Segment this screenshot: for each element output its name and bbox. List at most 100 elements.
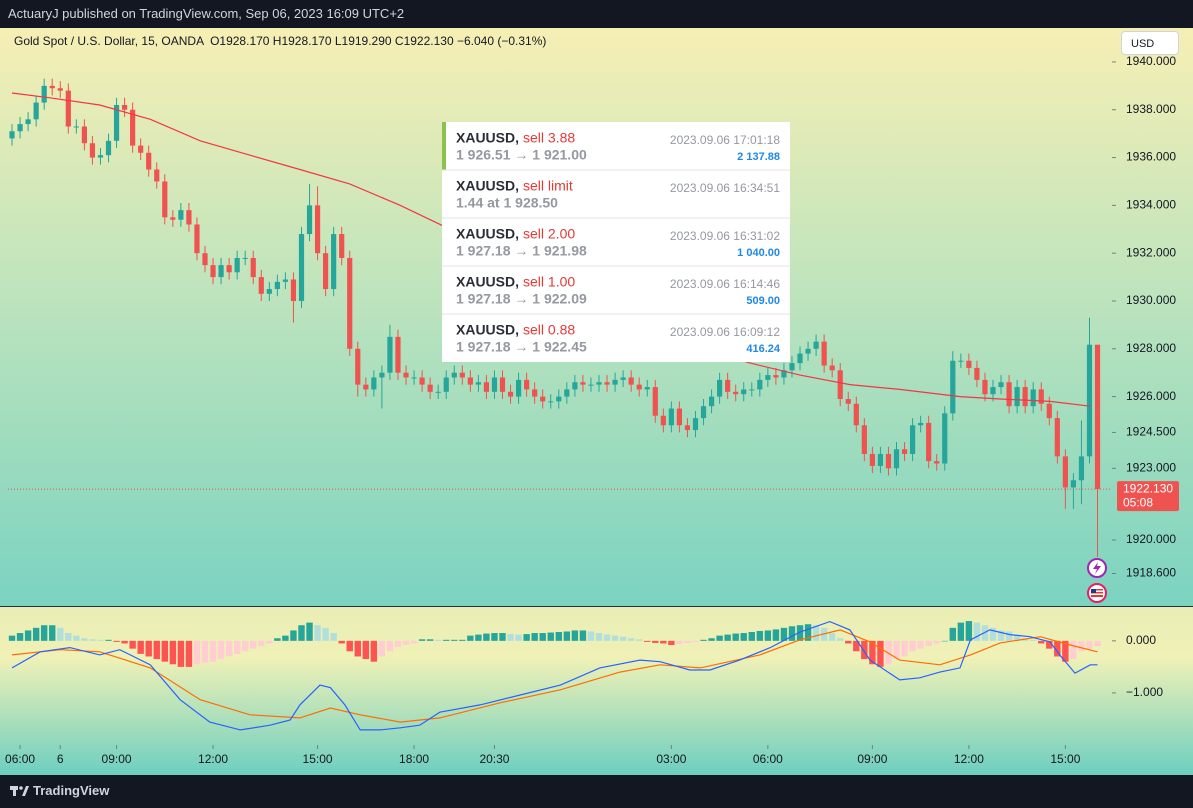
candle-body [540, 396, 546, 402]
candle-body [242, 257, 248, 259]
candle-body [387, 336, 393, 373]
candle-body [580, 382, 586, 385]
candle-body [620, 377, 626, 380]
histogram-bar [748, 631, 755, 641]
orders-panel: XAUUSD, sell 3.881 926.51 → 1 921.002023.… [442, 122, 790, 362]
histogram-bar [997, 630, 1005, 641]
candle-body [1006, 382, 1012, 407]
histogram-bar [8, 635, 16, 641]
candle-body [548, 401, 554, 403]
candle-body [974, 367, 980, 380]
order-profit: 416.24 [746, 343, 781, 355]
candle-body [612, 379, 618, 385]
indicator-pane [0, 607, 1193, 775]
candle-body [829, 365, 835, 371]
candle-body [49, 85, 55, 89]
candle-body [942, 413, 948, 464]
histogram-bar [298, 625, 305, 641]
candle-body [403, 372, 409, 378]
candle-body [749, 389, 755, 391]
histogram-bar [917, 640, 924, 649]
candle-body [821, 341, 827, 366]
candle-body [258, 277, 264, 294]
event-icons [1087, 558, 1107, 603]
histogram-bar [1030, 639, 1037, 641]
candle-body [226, 265, 232, 273]
histogram-bar [475, 634, 482, 641]
histogram-bar [434, 639, 442, 641]
last-price-label: 1922.130 [1123, 481, 1173, 495]
histogram-bar [756, 630, 764, 641]
y-tick-label: 0.000 [1126, 633, 1156, 647]
histogram-bar [989, 627, 997, 641]
x-tick-label: 09:00 [102, 752, 132, 766]
histogram-bar [242, 640, 249, 652]
histogram-bar [668, 640, 675, 646]
candle-body [556, 396, 562, 402]
histogram-bar [185, 640, 193, 667]
histogram-bar [861, 640, 868, 660]
histogram-bar [32, 627, 40, 641]
histogram-bar [804, 624, 812, 641]
histogram-bar [330, 633, 337, 641]
histogram-bar [539, 633, 546, 641]
candle-body [1062, 456, 1068, 488]
histogram-bar [153, 640, 160, 660]
candle-body [1078, 456, 1085, 481]
histogram-bar [1078, 640, 1085, 652]
x-tick-label: 20:30 [479, 752, 509, 766]
histogram-bar [483, 633, 490, 641]
histogram-bar [619, 636, 627, 641]
histogram-bar [250, 640, 257, 649]
candle-body [725, 379, 731, 392]
candle-body [290, 279, 297, 301]
histogram-bar [1086, 640, 1093, 649]
currency-button[interactable]: USD [1121, 31, 1179, 55]
candle-body [339, 234, 345, 258]
candle-body [154, 169, 160, 182]
histogram-bar [410, 640, 418, 644]
candle-body [186, 210, 192, 225]
histogram-bar [788, 626, 796, 641]
candle-body [564, 389, 570, 397]
histogram-bar [587, 631, 595, 641]
histogram-bar [676, 640, 683, 644]
candle-body [757, 379, 763, 390]
histogram-bar [949, 627, 956, 641]
candle-body [507, 391, 514, 397]
histogram-bar [579, 630, 587, 641]
histogram-bar [555, 631, 562, 641]
candle-body [427, 384, 433, 392]
histogram-bar [225, 640, 233, 657]
histogram-bar [853, 640, 860, 652]
candle-body [9, 131, 15, 139]
candle-body [499, 377, 506, 392]
candle-body [130, 109, 136, 146]
histogram-bar [563, 631, 571, 641]
order-profit: 1 040.00 [737, 247, 780, 259]
candle-body [797, 353, 803, 364]
y-tick-label: 1923.000 [1126, 460, 1176, 474]
histogram-bar [370, 640, 378, 662]
histogram-bar [65, 633, 72, 641]
y-tick-label: 1938.000 [1126, 102, 1176, 116]
histogram-bar [957, 622, 965, 641]
candle-body [1022, 387, 1028, 407]
ohlc-values: O1928.170 H1928.170 L1919.290 C1922.130 … [210, 34, 547, 48]
order-action: sell 0.88 [523, 322, 575, 338]
y-tick-label: 1932.000 [1126, 245, 1176, 259]
histogram-bar [121, 640, 128, 644]
histogram-bar [1046, 640, 1053, 649]
histogram-bar [684, 640, 691, 643]
candle-body [990, 387, 996, 395]
y-tick-label: 1924.500 [1126, 425, 1176, 439]
histogram-bar [467, 635, 474, 641]
candle-body [1030, 389, 1036, 407]
candle-body [483, 382, 490, 392]
orders-bg [442, 122, 790, 362]
histogram-bar [233, 640, 241, 654]
candle-body [813, 341, 819, 349]
candle-body [210, 265, 216, 278]
candle-body [853, 403, 859, 426]
